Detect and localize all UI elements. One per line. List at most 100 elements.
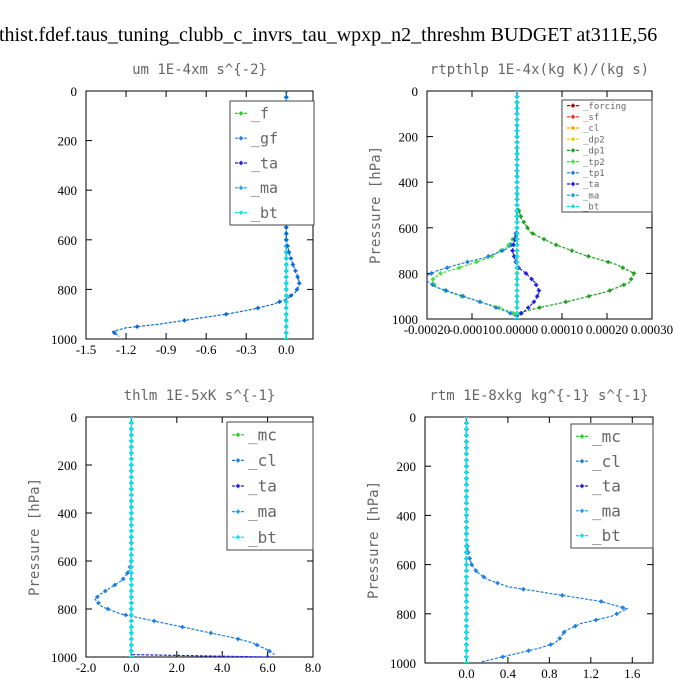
- marker-dot: [284, 91, 288, 93]
- marker-dot: [571, 126, 575, 130]
- marker-dot: [129, 427, 133, 431]
- legend-entry-ta: _ta: [567, 180, 599, 190]
- series-point-bt: [514, 219, 520, 225]
- legend-label: _tp2: [583, 158, 605, 168]
- series-point-dp1: [586, 254, 591, 259]
- marker-dot: [464, 501, 469, 505]
- marker-dot: [129, 613, 133, 617]
- x-tick-label: 0.8: [541, 666, 557, 681]
- legend-label: _bt: [251, 204, 278, 222]
- marker-dot: [236, 637, 240, 641]
- x-tick-label: 0.0: [278, 342, 294, 357]
- series-point-tp1: [422, 277, 426, 281]
- marker-dot: [464, 452, 469, 456]
- marker-dot: [571, 160, 575, 164]
- marker-dot: [534, 283, 538, 287]
- series-point-bt: [464, 630, 469, 635]
- series-point-ta: [533, 282, 539, 287]
- series-point-ta: [523, 271, 529, 276]
- marker-dot: [291, 263, 295, 267]
- marker-dot: [599, 599, 603, 604]
- marker-dot: [573, 624, 577, 628]
- legend-label: _ma: [248, 502, 277, 521]
- series-point-bt: [129, 492, 134, 498]
- series-point-bt: [464, 525, 469, 530]
- series-point-bt: [464, 617, 469, 623]
- series-point-dp1: [569, 248, 575, 253]
- series-point-bt: [129, 534, 134, 540]
- series-point-ta: [536, 288, 542, 293]
- marker-dot: [129, 439, 133, 443]
- series-point-bt: [284, 274, 289, 280]
- marker-dot: [515, 123, 519, 127]
- marker-dot: [580, 459, 584, 463]
- legend-entry-tp1: _tp1: [567, 169, 605, 179]
- marker-dot: [515, 294, 519, 298]
- series-point-profile: [294, 287, 300, 292]
- marker-dot: [129, 643, 133, 647]
- marker-dot: [510, 237, 515, 241]
- legend-marker: [235, 535, 241, 540]
- series-point-cl: [96, 600, 101, 606]
- series-point-ta: [519, 311, 524, 316]
- series-point-bt: [129, 522, 134, 528]
- series-point-bt: [129, 558, 134, 564]
- y-tick-label: 0: [410, 410, 417, 425]
- marker-dot: [129, 493, 133, 497]
- legend-entry-mc: _mc: [232, 425, 277, 444]
- series-point-tp2: [430, 276, 436, 282]
- series-point-bt: [284, 324, 289, 329]
- series-point-bt: [514, 237, 520, 242]
- series-point-bt: [464, 568, 469, 573]
- series-point-bt: [129, 468, 134, 474]
- marker-dot: [464, 624, 469, 628]
- marker-dot: [571, 171, 575, 175]
- marker-dot: [284, 269, 288, 273]
- marker-dot: [278, 300, 282, 304]
- marker-dot: [594, 618, 598, 622]
- marker-dot: [464, 440, 469, 444]
- series-point-bt: [514, 117, 520, 122]
- series-point-bt: [514, 168, 520, 173]
- x-tick-label: 0.00030: [631, 322, 673, 337]
- marker-dot: [464, 630, 469, 634]
- series-point-bt: [514, 265, 520, 270]
- marker-dot: [284, 287, 288, 291]
- series-point-cl: [120, 576, 126, 582]
- marker-dot: [129, 553, 133, 557]
- marker-dot: [526, 306, 530, 310]
- marker-dot: [542, 237, 546, 241]
- y-tick-label: 800: [58, 282, 78, 297]
- series-point-bt: [464, 611, 469, 616]
- marker-dot: [554, 243, 558, 247]
- marker-dot: [129, 445, 133, 449]
- marker-dot: [515, 140, 519, 144]
- series-point-bt: [284, 305, 289, 311]
- legend-label: _cl: [583, 124, 599, 134]
- series-point-bt: [464, 476, 469, 481]
- marker-dot: [129, 655, 133, 657]
- series-point-bt: [514, 282, 520, 287]
- series-point-bt: [514, 111, 520, 116]
- marker-dot: [608, 288, 612, 293]
- series-point-bt: [514, 254, 520, 259]
- series-point-tp2: [506, 242, 511, 248]
- legend-label: _mc: [248, 425, 277, 444]
- marker-dot: [478, 300, 482, 304]
- series-point-cl: [573, 623, 578, 629]
- series-point-cl: [620, 605, 625, 610]
- series-point-bt: [514, 288, 520, 293]
- series-point-tp1: [445, 265, 450, 270]
- marker-dot: [535, 294, 539, 298]
- marker-dot: [286, 244, 290, 248]
- marker-dot: [129, 433, 133, 437]
- x-tick-label: 0.00010: [541, 322, 583, 337]
- legend-label: _bt: [592, 526, 621, 545]
- series-point-bt: [464, 648, 469, 653]
- marker-dot: [103, 589, 107, 593]
- legend-label: _ta: [251, 154, 278, 172]
- series-point-bt: [129, 456, 134, 462]
- marker-dot: [266, 655, 270, 657]
- marker-dot: [464, 618, 469, 622]
- marker-dot: [495, 581, 500, 585]
